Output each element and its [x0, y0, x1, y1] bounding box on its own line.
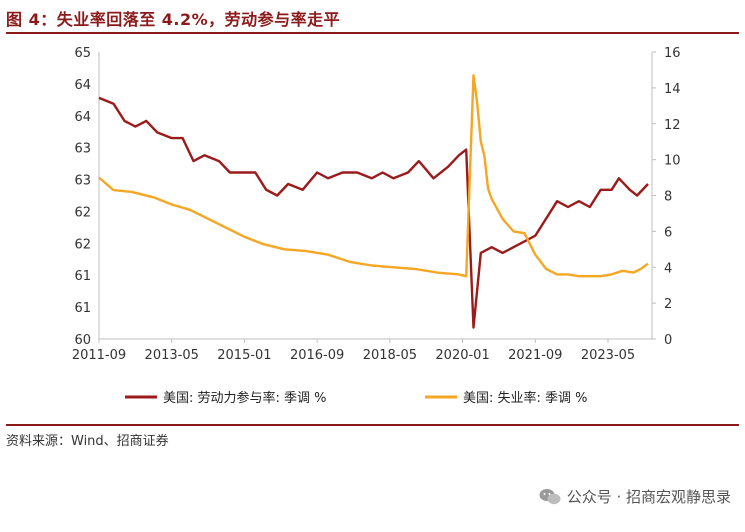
- x-tick-label: 2016-09: [290, 348, 344, 363]
- right-tick-label: 0: [664, 333, 672, 348]
- source-divider: [6, 424, 739, 426]
- left-tick-label: 62: [74, 237, 91, 252]
- left-tick-label: 64: [74, 78, 91, 93]
- wechat-icon: [539, 488, 561, 504]
- title-divider: [6, 32, 739, 34]
- left-tick-label: 62: [74, 205, 91, 220]
- right-tick-label: 12: [664, 118, 681, 133]
- right-tick-label: 14: [664, 82, 681, 97]
- right-y-axis: 16 14 12 10 8 6 4 2 0: [651, 46, 681, 348]
- x-tick-label: 2015-01: [217, 348, 271, 363]
- right-tick-label: 4: [664, 261, 672, 276]
- legend-label: 美国: 失业率: 季调 %: [463, 390, 588, 406]
- legend-label: 美国: 劳动力参与率: 季调 %: [163, 390, 327, 406]
- right-tick-label: 8: [664, 190, 672, 205]
- legend: 美国: 劳动力参与率: 季调 % 美国: 失业率: 季调 %: [125, 390, 588, 406]
- x-axis: 2011-09 2013-05 2015-01 2016-09 2018-05 2020-…: [72, 338, 652, 363]
- unemployment-rate-line: [98, 74, 649, 278]
- left-tick-label: 63: [74, 142, 91, 157]
- watermark-text: 公众号 · 招商宏观静思录: [566, 488, 731, 506]
- right-tick-label: 2: [664, 297, 672, 312]
- left-tick-label: 61: [74, 301, 91, 316]
- x-tick-label: 2020-01: [435, 348, 489, 363]
- watermark: 公众号 · 招商宏观静思录: [539, 486, 731, 507]
- left-y-axis: 65 64 64 63 63 62 62 61 61 60: [74, 46, 100, 348]
- x-tick-label: 2018-05: [363, 348, 417, 363]
- left-tick-label: 63: [74, 174, 91, 189]
- chart-title: 图 4：失业率回落至 4.2%，劳动参与率走平: [6, 10, 341, 29]
- x-tick-label: 2011-09: [72, 348, 126, 363]
- left-tick-label: 60: [74, 333, 91, 348]
- left-tick-label: 65: [74, 46, 91, 61]
- right-tick-label: 6: [664, 225, 672, 240]
- series-layer: [98, 74, 649, 329]
- x-tick-label: 2023-05: [581, 348, 635, 363]
- right-tick-label: 16: [664, 46, 681, 61]
- left-tick-label: 64: [74, 110, 91, 125]
- right-tick-label: 10: [664, 154, 681, 169]
- x-tick-label: 2021-09: [508, 348, 562, 363]
- source-note: 资料来源：Wind、招商证券: [6, 434, 169, 449]
- x-tick-label: 2013-05: [145, 348, 199, 363]
- participation-rate-line: [98, 96, 649, 329]
- left-tick-label: 61: [74, 269, 91, 284]
